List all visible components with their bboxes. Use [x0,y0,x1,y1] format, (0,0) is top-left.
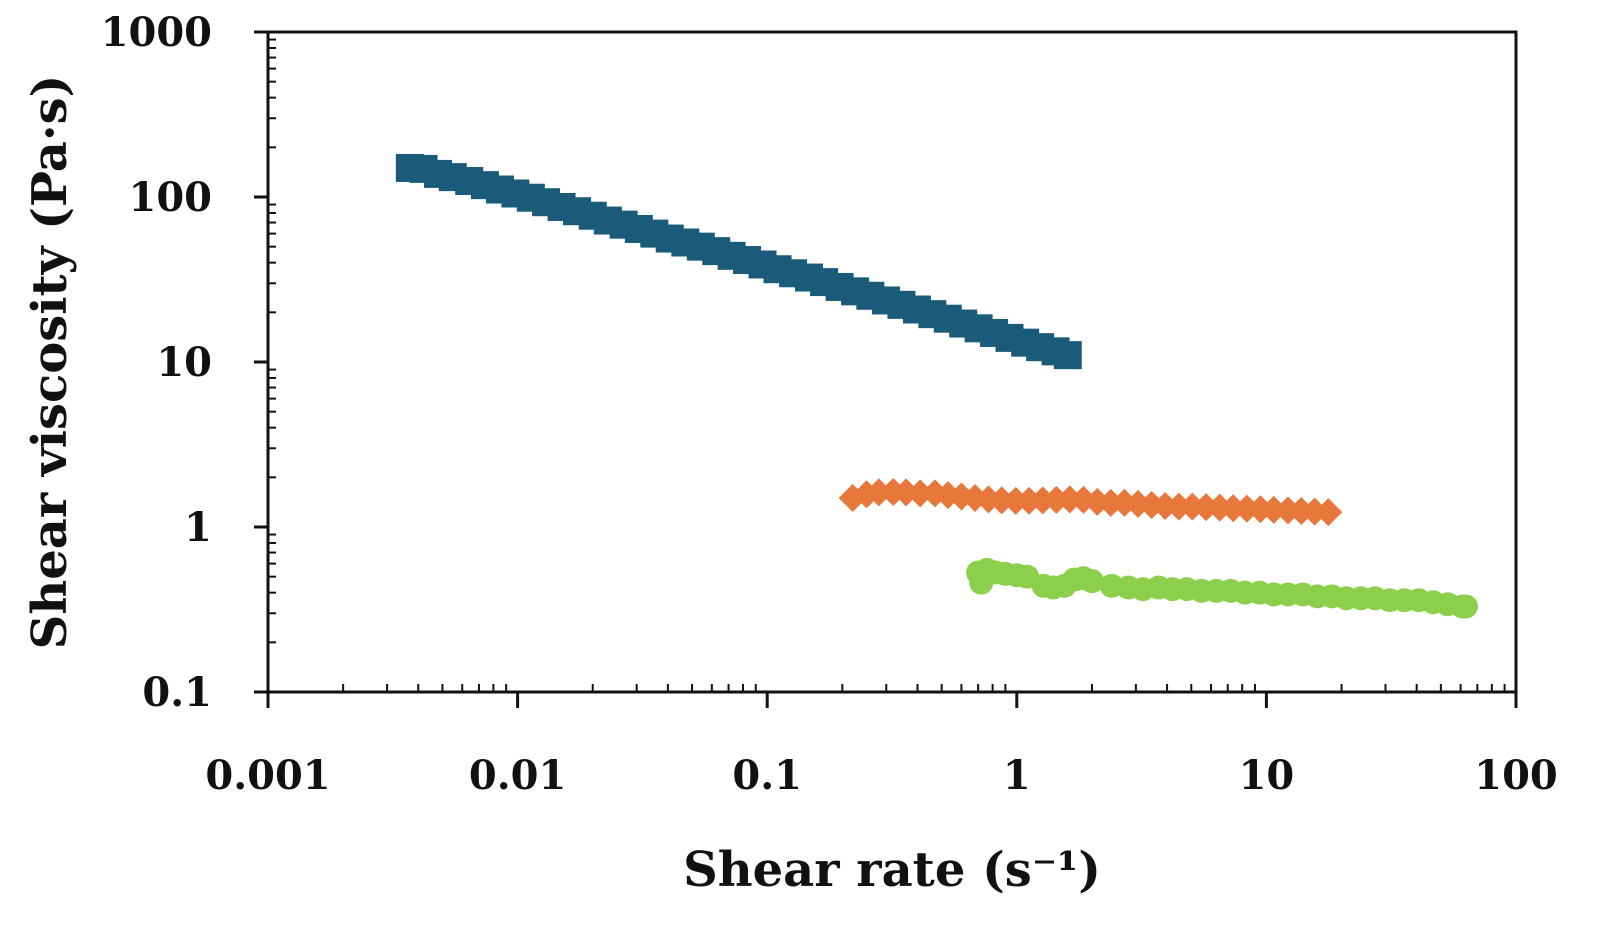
x-tick-label: 10 [1239,752,1295,799]
x-tick-label: 0.1 [732,752,802,799]
y-tick-label: 10 [156,339,212,386]
series-2-point [1300,497,1329,526]
y-tick-label: 100 [129,174,213,221]
series-layer [395,153,1478,619]
series-3-point [1079,569,1104,594]
series-1-markers [395,153,1082,370]
x-axis-ticks: 0.001 0.01 0.1 1 10 100 [205,692,1558,799]
y-tick-label: 1 [184,504,212,551]
y-axis-ticks: 0.1 1 10 100 1000 [101,9,268,716]
x-axis-title: Shear rate (s⁻¹) [683,842,1101,898]
y-axis-title: Shear viscosity (Pa·s) [22,75,78,650]
series-2-point [906,479,935,508]
series-2-point [864,478,893,507]
x-tick-label: 1 [1003,752,1031,799]
series-2-markers [838,477,1343,527]
y-tick-label: 1000 [101,9,212,56]
series-3-point [1453,594,1478,619]
x-tick-label: 100 [1474,752,1558,799]
series-1-point [1053,341,1082,370]
series-3-markers [966,557,1478,619]
y-tick-label: 0.1 [142,669,212,716]
minor-ticks [268,38,1506,692]
series-2-point [1314,498,1343,527]
x-tick-label: 0.001 [205,752,330,799]
x-tick-label: 0.01 [469,752,566,799]
